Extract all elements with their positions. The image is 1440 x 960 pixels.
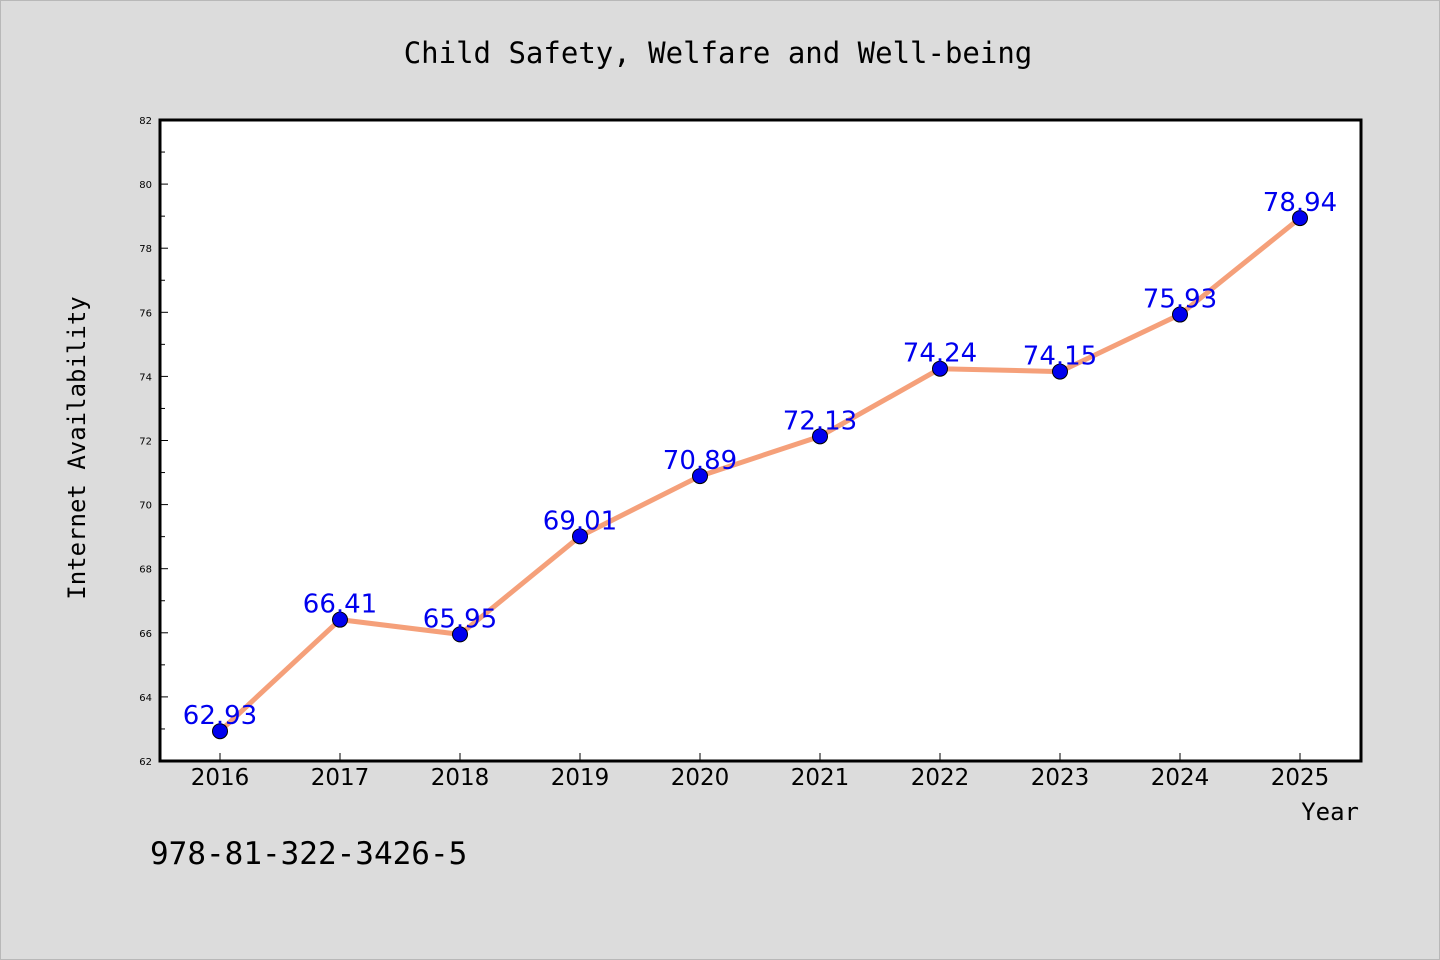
x-tick-label: 2017 — [311, 765, 370, 791]
chart-title: Child Safety, Welfare and Well-being — [404, 36, 1033, 70]
y-tick-label: 68 — [139, 565, 152, 576]
x-tick-label: 2019 — [551, 765, 610, 791]
data-point — [932, 360, 948, 377]
data-label: 78.94 — [1263, 188, 1337, 218]
x-tick-label: 2025 — [1271, 765, 1330, 791]
y-tick-label: 82 — [139, 116, 152, 127]
x-tick-label: 2021 — [791, 765, 850, 791]
data-label: 70.89 — [663, 446, 737, 476]
y-tick-label: 70 — [139, 501, 152, 512]
y-tick-label: 62 — [139, 757, 152, 768]
x-tick-label: 2022 — [911, 765, 970, 791]
x-tick-label: 2018 — [431, 765, 490, 791]
data-point — [1052, 363, 1068, 380]
y-tick-label: 76 — [139, 308, 152, 319]
series-layer: 62.93 66.41 65.95 69.01 70.89 72.13 74.24 74.15… — [183, 188, 1337, 740]
y-tick-label: 72 — [139, 437, 152, 448]
data-label: 66.41 — [303, 590, 377, 620]
x-tick-label: 2020 — [671, 765, 730, 791]
data-point — [332, 611, 348, 628]
data-label: 65.95 — [423, 604, 497, 634]
series-line — [217, 215, 1303, 734]
data-label: 75.93 — [1143, 285, 1217, 315]
data-point — [1292, 210, 1308, 227]
x-axis-label: Year — [1301, 798, 1359, 826]
y-tick-label: 74 — [139, 372, 152, 383]
y-tick-label: 78 — [139, 244, 152, 255]
data-label: 74.15 — [1023, 342, 1097, 372]
x-tick-label: 2016 — [191, 765, 250, 791]
x-tick-label: 2023 — [1031, 765, 1090, 791]
data-point — [1172, 306, 1188, 323]
data-point — [812, 428, 828, 445]
data-point — [212, 723, 228, 740]
y-tick-label: 66 — [139, 629, 152, 640]
data-label: 74.24 — [903, 339, 977, 369]
y-axis: 62 64 66 68 70 72 74 76 78 80 82 — [139, 116, 168, 768]
data-label: 62.93 — [183, 701, 257, 731]
data-label: 72.13 — [783, 406, 857, 436]
data-point — [692, 468, 708, 485]
data-point — [452, 626, 468, 643]
data-point — [572, 528, 588, 545]
footer-isbn: 978-81-322-3426-5 — [150, 836, 467, 872]
y-tick-label: 80 — [139, 180, 152, 191]
x-axis: 2016 2017 2018 2019 2020 2021 2022 2023 2024 2025 — [191, 753, 1330, 791]
data-label: 69.01 — [543, 506, 617, 536]
y-axis-label: Internet Availability — [63, 296, 91, 599]
plot-area — [158, 118, 1363, 763]
x-tick-label: 2024 — [1151, 765, 1210, 791]
y-tick-label: 64 — [139, 693, 152, 704]
